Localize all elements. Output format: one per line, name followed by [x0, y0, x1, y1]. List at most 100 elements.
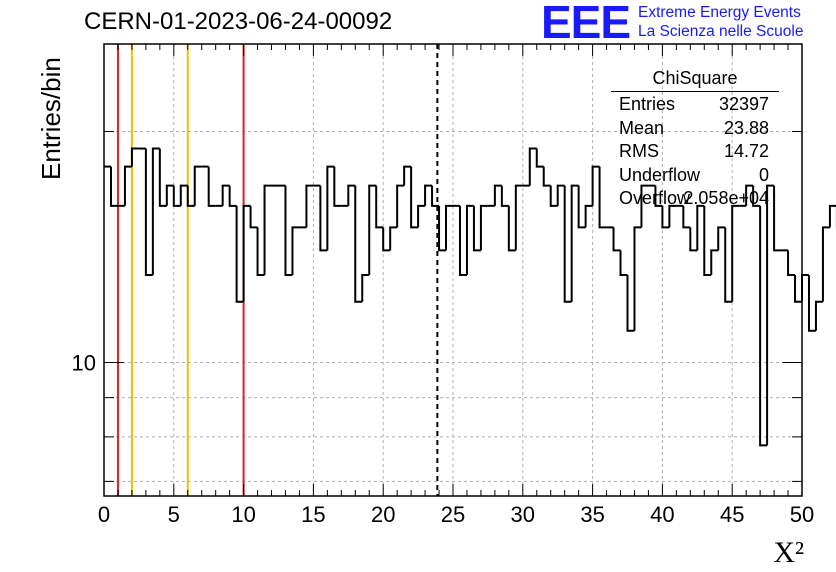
histogram-bin [179, 184, 188, 206]
histogram-bin [151, 147, 160, 276]
histogram-bin [424, 184, 433, 206]
histogram-bin [654, 185, 663, 207]
histogram-bin [577, 185, 586, 229]
x-tick-label: 35 [580, 502, 604, 527]
histogram-bin [221, 184, 230, 206]
histogram-bin [528, 147, 537, 186]
stats-value: 2.058e+04 [683, 188, 769, 208]
histogram-bin [291, 226, 300, 276]
histogram-bin [109, 166, 118, 207]
histogram-bin [431, 185, 440, 207]
histogram-bin [828, 204, 836, 228]
histogram-bin [549, 185, 558, 207]
histogram-bin [472, 205, 481, 252]
histogram-bin [333, 166, 342, 207]
histogram-bin [375, 185, 384, 229]
logo-line-1: Extreme Energy Events [638, 4, 801, 21]
histogram-bin [807, 275, 816, 332]
eee-logo: EEE [541, 0, 631, 42]
histogram-bin [724, 227, 733, 303]
histogram-bin [682, 205, 691, 229]
histogram-bin [794, 275, 802, 303]
histogram-bin [668, 204, 677, 228]
stats-box: ChiSquare Entries 32397 Mean 23.88 RMS 1… [611, 68, 779, 212]
histogram-bin [766, 184, 775, 446]
histogram-bin [465, 204, 474, 276]
stats-value: 23.88 [723, 117, 769, 138]
histogram-bin [326, 165, 335, 251]
histogram-bin [633, 226, 642, 331]
histogram-bin [249, 205, 258, 229]
histogram-bin [710, 249, 719, 276]
histogram-bin [542, 166, 551, 187]
x-tick-label: 25 [441, 502, 465, 527]
y-tick-label: 10 [72, 351, 96, 376]
histogram-bin [207, 166, 216, 207]
histogram-bin [814, 300, 823, 331]
histogram-bin [787, 250, 796, 277]
stats-row-mean: Mean 23.88 [611, 118, 779, 142]
histogram-bin [354, 185, 363, 303]
histogram-bin [186, 185, 195, 207]
histogram-bin [563, 185, 572, 303]
histogram-bin [368, 184, 377, 276]
histogram-bin [235, 205, 244, 303]
stats-row-entries: Entries 32397 [611, 94, 779, 118]
stats-value: 0 [758, 164, 769, 185]
histogram-bin [731, 204, 740, 302]
histogram-bin [319, 185, 328, 252]
eee-logo-mark: EEE [541, 0, 630, 42]
histogram-bin [745, 184, 754, 206]
x-tick-label: 10 [231, 502, 255, 527]
histogram-bin [403, 165, 412, 186]
histogram-bin [535, 148, 544, 168]
histogram-bin [144, 148, 153, 277]
histogram-bin [507, 205, 516, 252]
histogram-bin [493, 184, 502, 206]
histogram-bin [773, 185, 782, 252]
histogram-bin [500, 185, 509, 207]
stats-label: Entries [619, 94, 676, 114]
y-axis-label-box: Entries/bin [4, 40, 66, 200]
stats-label: Underflow [619, 164, 701, 185]
eee-logo-text: Extreme Energy Events La Scienza nelle S… [638, 3, 803, 41]
histogram-bin [514, 184, 523, 251]
histogram-bin [389, 226, 398, 251]
histogram-bin [305, 184, 314, 228]
stats-label: Mean [619, 117, 665, 138]
histogram-bin [130, 147, 139, 167]
histogram-bin [417, 204, 426, 228]
logo-line-2: La Scienza nelle Scuole [638, 23, 804, 40]
histogram-bin [689, 227, 698, 252]
histogram-bin [228, 185, 237, 207]
histogram-bin [284, 185, 293, 277]
histogram-bin [570, 184, 579, 302]
histogram-bin [703, 205, 712, 277]
x-tick-label: 0 [98, 502, 110, 527]
histogram-bin [242, 204, 251, 302]
x-tick-label: 20 [371, 502, 395, 527]
histogram-bin [410, 166, 419, 229]
histogram-bin [619, 250, 628, 277]
histogram-bin [821, 226, 830, 302]
histogram-bin [640, 184, 649, 228]
histogram-bin [347, 184, 356, 206]
histogram-bin [361, 274, 370, 302]
histogram-bin [584, 204, 593, 228]
histogram-bin [165, 184, 174, 206]
histogram-bin [556, 184, 565, 206]
stats-row-underflow: Underflow 0 [611, 165, 779, 189]
histogram-bin [158, 148, 167, 207]
stats-label: RMS [619, 141, 659, 161]
x-axis-label: X² [773, 536, 804, 569]
stats-value: 32397 [718, 94, 769, 114]
histogram-bin [752, 185, 761, 207]
histogram-bin [123, 165, 132, 206]
x-tick-label: 50 [790, 502, 814, 527]
x-tick-label: 5 [168, 502, 180, 527]
chart-title: CERN-01-2023-06-24-00092 [84, 8, 393, 35]
histogram-bin [256, 227, 265, 277]
x-tick-label: 45 [720, 502, 744, 527]
